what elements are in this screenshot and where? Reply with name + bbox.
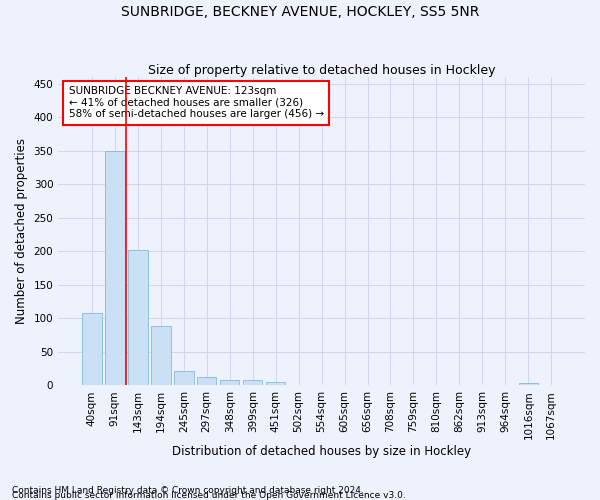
Bar [518, 383, 538, 386]
Bar [174, 370, 194, 386]
Text: SUNBRIDGE BECKNEY AVENUE: 123sqm
← 41% of detached houses are smaller (326)
58% : SUNBRIDGE BECKNEY AVENUE: 123sqm ← 41% o… [69, 86, 324, 120]
Bar [220, 380, 239, 386]
X-axis label: Distribution of detached houses by size in Hockley: Distribution of detached houses by size … [172, 444, 471, 458]
Bar [197, 376, 217, 386]
Y-axis label: Number of detached properties: Number of detached properties [15, 138, 28, 324]
Bar [105, 151, 125, 386]
Bar [243, 380, 262, 386]
Text: Contains public sector information licensed under the Open Government Licence v3: Contains public sector information licen… [12, 490, 406, 500]
Bar [128, 250, 148, 386]
Text: Contains HM Land Registry data © Crown copyright and database right 2024.: Contains HM Land Registry data © Crown c… [12, 486, 364, 495]
Title: Size of property relative to detached houses in Hockley: Size of property relative to detached ho… [148, 64, 496, 77]
Text: SUNBRIDGE, BECKNEY AVENUE, HOCKLEY, SS5 5NR: SUNBRIDGE, BECKNEY AVENUE, HOCKLEY, SS5 … [121, 5, 479, 19]
Bar [82, 313, 101, 386]
Bar [151, 326, 170, 386]
Bar [266, 382, 286, 386]
